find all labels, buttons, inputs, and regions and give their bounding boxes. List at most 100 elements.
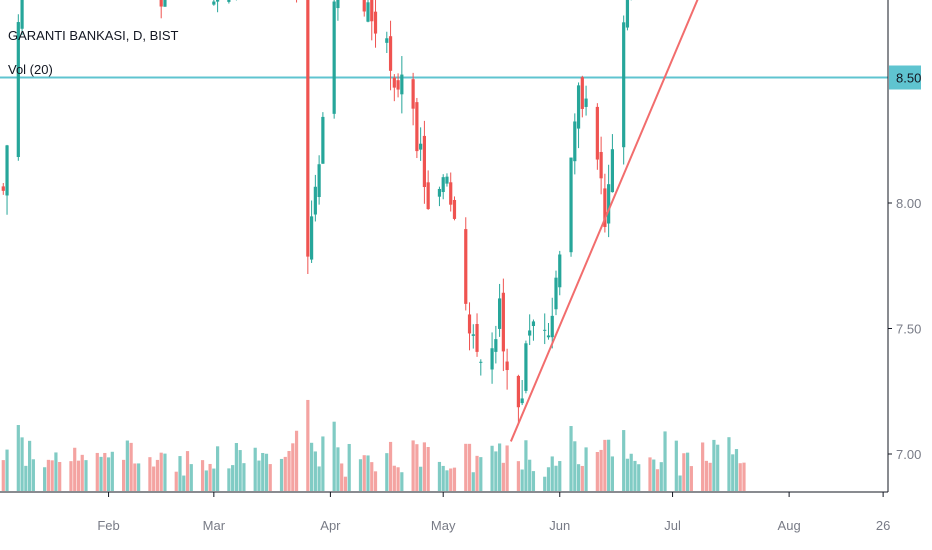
candle-body[interactable] <box>584 98 588 107</box>
candle-body[interactable] <box>216 0 220 2</box>
candle-body[interactable] <box>475 324 479 352</box>
candle-body[interactable] <box>310 216 314 260</box>
candle-body[interactable] <box>385 38 389 43</box>
candle-body[interactable] <box>471 334 475 336</box>
candle-body[interactable] <box>212 1 216 5</box>
candle-body[interactable] <box>464 229 468 304</box>
candle-body[interactable] <box>595 106 599 160</box>
volume-bar <box>392 465 396 491</box>
volume-bar <box>633 460 637 491</box>
candle-body[interactable] <box>520 398 524 404</box>
candle-body[interactable] <box>576 85 581 129</box>
candle-body[interactable] <box>415 102 419 152</box>
volume-bar <box>253 447 257 491</box>
candle-body[interactable] <box>445 176 449 184</box>
price-tick-label: 7.50 <box>896 322 921 337</box>
candle-body[interactable] <box>607 184 611 224</box>
candle-body[interactable] <box>370 0 374 22</box>
candle-body[interactable] <box>467 314 472 334</box>
candle-body[interactable] <box>524 343 528 391</box>
volume-layer <box>1 399 746 491</box>
volume-bar <box>340 463 344 491</box>
volume-bar <box>471 472 475 491</box>
candle-body[interactable] <box>400 74 404 95</box>
candle-body[interactable] <box>498 298 502 329</box>
candle-body[interactable] <box>558 254 562 288</box>
candle-body[interactable] <box>610 149 614 193</box>
candle-body[interactable] <box>396 80 400 90</box>
candle-body[interactable] <box>494 339 498 352</box>
candle-body[interactable] <box>373 11 378 34</box>
price-badges: 9.849.479.048.509.63 <box>889 65 921 90</box>
candle-body[interactable] <box>336 0 340 9</box>
candle-body[interactable] <box>449 182 453 205</box>
candle-body[interactable] <box>441 177 445 193</box>
candle-body[interactable] <box>422 135 426 188</box>
candle-body[interactable] <box>1 186 5 191</box>
candle-body[interactable] <box>388 36 393 71</box>
candle-body[interactable] <box>159 0 163 7</box>
candle-body[interactable] <box>554 277 558 310</box>
volume-bar <box>234 443 238 491</box>
candle-body[interactable] <box>490 348 494 370</box>
volume-bar <box>178 456 182 491</box>
candle-body[interactable] <box>437 188 442 197</box>
volume-bar <box>159 452 163 491</box>
candle-body[interactable] <box>411 79 415 109</box>
candle-body[interactable] <box>625 0 630 28</box>
candle-body[interactable] <box>20 0 24 29</box>
trendlines[interactable] <box>509 0 801 442</box>
candle-body[interactable] <box>419 143 423 150</box>
candle-body[interactable] <box>543 329 547 331</box>
time-tick-label: Apr <box>320 518 341 533</box>
candle-body[interactable] <box>505 361 509 371</box>
volume-bar <box>490 445 494 491</box>
candle-body[interactable] <box>5 145 9 196</box>
volume-bar <box>313 451 317 491</box>
candle-body[interactable] <box>546 335 551 338</box>
candle-body[interactable] <box>392 77 396 88</box>
candle-body[interactable] <box>306 0 310 257</box>
volume-bar <box>716 444 720 491</box>
trendline-lower[interactable] <box>509 0 801 442</box>
volume-bar <box>283 456 287 491</box>
volume-bar <box>464 443 468 491</box>
volume-bar <box>419 466 423 491</box>
volume-bar <box>31 459 35 491</box>
candle-body[interactable] <box>580 77 584 109</box>
volume-bar <box>76 460 81 491</box>
candle-body[interactable] <box>313 186 317 215</box>
candle-body[interactable] <box>531 321 536 327</box>
candle-body[interactable] <box>321 116 325 164</box>
candle-body[interactable] <box>163 0 167 7</box>
candle-body[interactable] <box>452 199 457 219</box>
candle-body[interactable] <box>317 164 321 198</box>
candle-body[interactable] <box>550 315 554 338</box>
volume-bar <box>212 468 216 491</box>
candle-body[interactable] <box>603 188 607 227</box>
volume-bar <box>24 465 28 491</box>
candle-body[interactable] <box>366 2 370 22</box>
candle-body[interactable] <box>569 157 573 253</box>
candle-body[interactable] <box>573 121 577 162</box>
candle-body[interactable] <box>362 0 366 12</box>
candle-body[interactable] <box>501 292 505 352</box>
volume-bar <box>708 462 712 491</box>
candle-body[interactable] <box>528 330 532 336</box>
volume-bar <box>46 459 50 491</box>
volume-bar <box>200 460 205 491</box>
volume-bar <box>310 442 314 491</box>
volume-bar <box>238 450 242 491</box>
candle-body[interactable] <box>622 22 626 148</box>
candle-body[interactable] <box>479 361 483 363</box>
candle-body[interactable] <box>516 375 520 408</box>
candle-body[interactable] <box>599 151 603 179</box>
volume-bar <box>610 456 614 491</box>
volume-bar <box>231 465 235 491</box>
candle-body[interactable] <box>426 182 430 210</box>
candle-body[interactable] <box>332 1 336 114</box>
candle-body[interactable] <box>16 22 20 158</box>
volume-bar <box>189 464 193 491</box>
candle-body[interactable] <box>227 0 231 2</box>
